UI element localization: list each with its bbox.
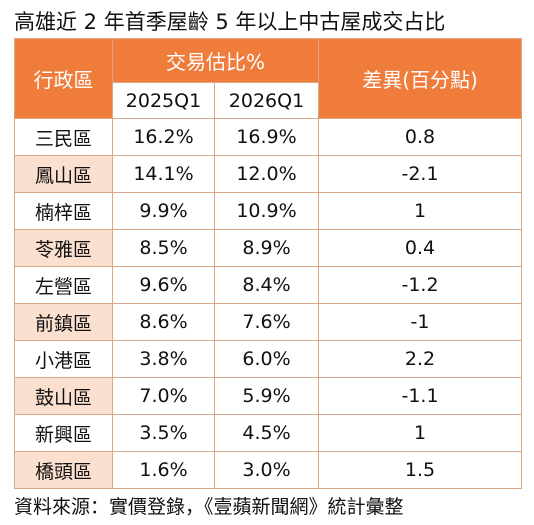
district-cell: 左營區 <box>14 266 113 304</box>
district-cell: 鼓山區 <box>14 377 113 415</box>
district-cell: 新興區 <box>14 414 113 452</box>
header-cell: 行政區 <box>14 38 113 119</box>
table-row: 楠梓區 9.9% 10.9% 1 <box>14 192 523 230</box>
value-cell: 2.2 <box>318 340 523 378</box>
table-row: 三民區 16.2% 16.9% 0.8 <box>14 118 523 156</box>
district-cell: 苓雅區 <box>14 229 113 267</box>
value-cell: 8.5% <box>112 229 215 267</box>
table-row: 小港區 3.8% 6.0% 2.2 <box>14 340 523 378</box>
value-cell: 3.8% <box>112 340 215 378</box>
value-cell: 9.9% <box>112 192 215 230</box>
title: 高雄近 2 年首季屋齡 5 年以上中古屋成交占比 <box>14 10 446 34</box>
district-cell: 三民區 <box>14 118 113 156</box>
district-cell: 楠梓區 <box>14 192 113 230</box>
value-cell: 5.9% <box>213 377 320 415</box>
value-cell: 3.5% <box>112 414 215 452</box>
value-cell: 4.5% <box>213 414 320 452</box>
value-cell: 0.8 <box>318 118 523 156</box>
value-cell: 1.5 <box>318 451 523 489</box>
value-cell: 12.0% <box>213 155 320 193</box>
value-cell: 1 <box>318 192 523 230</box>
header-cell: 差異(百分點) <box>318 38 523 119</box>
district-cell: 橋頭區 <box>14 451 113 489</box>
table-row: 左營區 9.6% 8.4% -1.2 <box>14 266 523 304</box>
data-table: 行政區 交易估比% 差異(百分點) 2025Q1 2026Q1 三民區 16.2%… <box>14 38 523 489</box>
table-row: 新興區 3.5% 4.5% 1 <box>14 414 523 452</box>
district-cell: 小港區 <box>14 340 113 378</box>
value-cell: 8.9% <box>213 229 320 267</box>
table-row: 橋頭區 1.6% 3.0% 1.5 <box>14 451 523 489</box>
value-cell: 6.0% <box>213 340 320 378</box>
value-cell: 16.9% <box>213 118 320 156</box>
value-cell: 7.6% <box>213 303 320 341</box>
table-row: 鳳山區 14.1% 12.0% -2.1 <box>14 155 523 193</box>
table-row: 鼓山區 7.0% 5.9% -1.1 <box>14 377 523 415</box>
district-cell: 前鎮區 <box>14 303 113 341</box>
value-cell: -2.1 <box>318 155 523 193</box>
district-cell: 鳳山區 <box>14 155 113 193</box>
value-cell: -1 <box>318 303 523 341</box>
value-cell: 1 <box>318 414 523 452</box>
value-cell: 16.2% <box>112 118 215 156</box>
value-cell: 14.1% <box>112 155 215 193</box>
header-cell: 2026Q1 <box>213 82 320 119</box>
value-cell: -1.1 <box>318 377 523 415</box>
value-cell: 10.9% <box>213 192 320 230</box>
table-row: 苓雅區 8.5% 8.9% 0.4 <box>14 229 523 267</box>
value-cell: 8.4% <box>213 266 320 304</box>
source-note: 資料來源：實價登錄，《壹蘋新聞網》統計彙整 <box>14 496 404 518</box>
value-cell: 7.0% <box>112 377 215 415</box>
value-cell: 3.0% <box>213 451 320 489</box>
value-cell: 1.6% <box>112 451 215 489</box>
header-cell: 2025Q1 <box>112 82 215 119</box>
table-body: 三民區 16.2% 16.9% 0.8 鳳山區 14.1% 12.0% -2.1 楠梓區 9.9%… <box>14 118 523 489</box>
value-cell: 0.4 <box>318 229 523 267</box>
value-cell: 8.6% <box>112 303 215 341</box>
value-cell: -1.2 <box>318 266 523 304</box>
header-cell: 交易估比% <box>111 38 320 83</box>
table-row: 前鎮區 8.6% 7.6% -1 <box>14 303 523 341</box>
value-cell: 9.6% <box>112 266 215 304</box>
